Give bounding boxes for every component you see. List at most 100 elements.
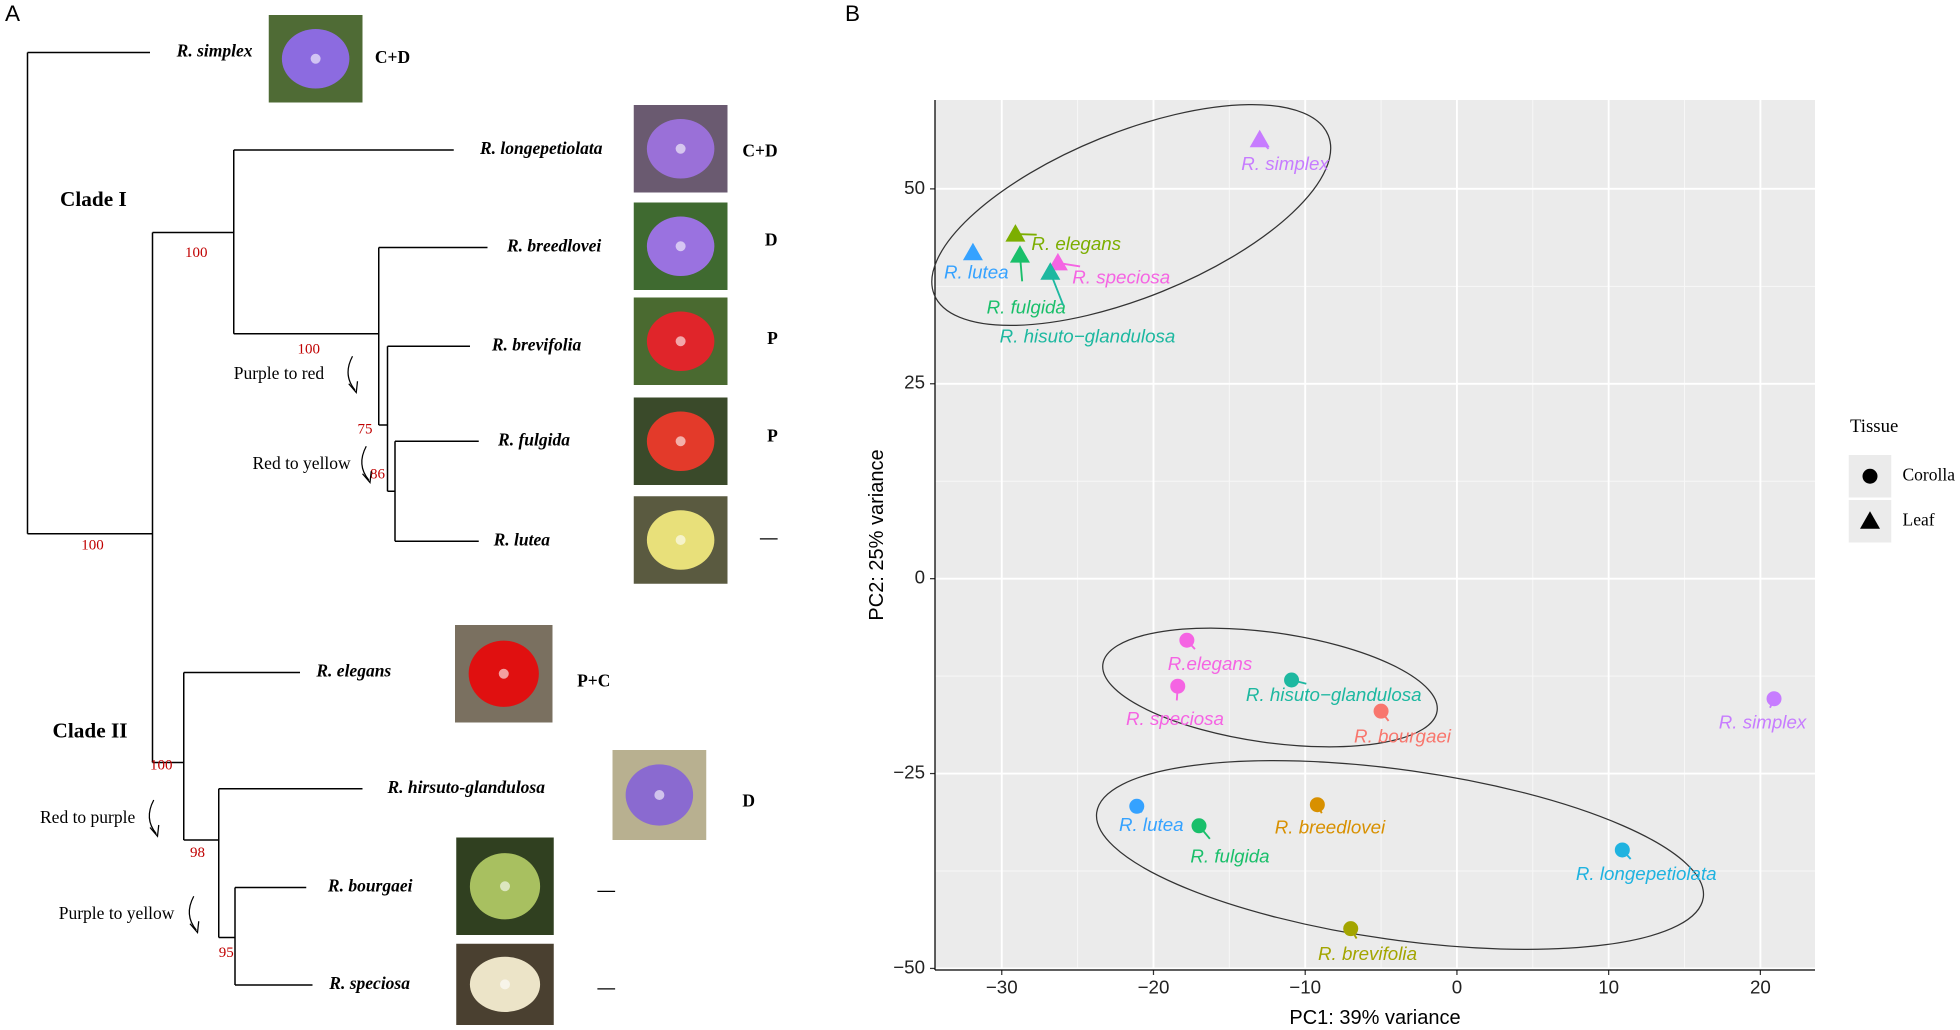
bootstrap-value: 100 xyxy=(81,538,104,554)
legend-marker xyxy=(1860,511,1880,529)
transition-label: Purple to yellow xyxy=(59,903,175,923)
point-label: R. hisuto−glandulosa xyxy=(1000,325,1176,346)
point-label: R. simplex xyxy=(1719,712,1807,733)
flower-center xyxy=(675,336,686,347)
bootstrap-value: 100 xyxy=(298,341,321,357)
panel-label: B xyxy=(845,1,860,26)
plot-background xyxy=(935,100,1815,970)
arrow-head xyxy=(149,824,160,838)
flower-center xyxy=(500,979,510,990)
point xyxy=(1191,818,1207,834)
taxon-name: R. breedlovei xyxy=(506,236,601,256)
point-label: R. speciosa xyxy=(1072,267,1170,288)
transition-arrow xyxy=(347,355,356,391)
trait-label: C+D xyxy=(742,141,777,161)
point-label: R. lutea xyxy=(1119,814,1184,835)
transition-arrow xyxy=(361,445,370,481)
trait-label: D xyxy=(765,229,778,249)
flower-center xyxy=(675,241,686,252)
point-label: R. bourgaei xyxy=(1354,725,1452,746)
point-label: R. fulgida xyxy=(987,297,1066,318)
taxon-name: R. brevifolia xyxy=(491,334,582,354)
flower-center xyxy=(498,668,509,679)
taxon-name: R. speciosa xyxy=(328,973,410,993)
flower-center xyxy=(500,881,510,892)
flower-center xyxy=(675,143,686,154)
transition-arrow xyxy=(188,895,197,931)
arrow-head xyxy=(189,921,200,934)
x-tick-label: 0 xyxy=(1452,977,1462,998)
x-tick-label: 20 xyxy=(1750,977,1771,998)
x-axis-title: PC1: 39% variance xyxy=(1289,1007,1460,1029)
cluster-ellipse xyxy=(1095,760,1705,950)
point xyxy=(1284,672,1300,688)
trait-label: C+D xyxy=(375,47,410,67)
y-tick-label: −25 xyxy=(893,762,925,783)
taxon-name: R. lutea xyxy=(493,529,551,549)
taxon-name: R. longepetiolata xyxy=(479,138,603,158)
point-label: R. lutea xyxy=(944,262,1009,283)
legend-label: Corolla xyxy=(1903,464,1956,484)
point-label: R. simplex xyxy=(1241,153,1329,174)
bootstrap-value: 100 xyxy=(185,245,208,261)
taxon-name: R. fulgida xyxy=(497,429,570,449)
x-tick-label: −20 xyxy=(1138,977,1170,998)
panel-b: B −30 −20 −10 0 10 20 −50 −25 0 25 50 PC1: 39% vari… xyxy=(845,1,1955,1029)
trait-label: — xyxy=(597,879,616,899)
trait-label: — xyxy=(759,527,778,547)
trait-label: — xyxy=(597,977,616,997)
point xyxy=(962,242,983,261)
point xyxy=(1129,798,1145,814)
point xyxy=(1047,252,1068,271)
point xyxy=(1009,245,1030,263)
y-tick-label: 50 xyxy=(904,177,925,198)
y-tick-label: 0 xyxy=(915,567,925,588)
point xyxy=(1040,262,1061,280)
trait-label: P xyxy=(767,426,778,446)
trait-label: D xyxy=(742,791,755,811)
taxon-name: R. simplex xyxy=(176,41,253,61)
y-tick-label: 25 xyxy=(904,372,925,393)
panel-label: A xyxy=(5,1,20,26)
point xyxy=(1179,632,1195,648)
point xyxy=(1309,797,1325,813)
taxon-name: R. elegans xyxy=(315,661,391,681)
transition-label: Red to purple xyxy=(40,807,135,827)
x-tick-label: 10 xyxy=(1598,977,1619,998)
trait-label: P+C xyxy=(577,671,610,691)
bootstrap-value: 100 xyxy=(150,758,173,774)
transition-arrow xyxy=(148,799,157,835)
x-tick-label: −30 xyxy=(986,977,1018,998)
point-label: R.elegans xyxy=(1168,653,1252,674)
legend-marker xyxy=(1862,468,1878,484)
point xyxy=(1766,691,1782,707)
clade-label: Clade II xyxy=(53,718,128,742)
point xyxy=(1373,703,1389,719)
cluster-ellipse xyxy=(1102,627,1438,748)
tree-branches xyxy=(26,51,488,986)
point xyxy=(1249,129,1270,148)
bootstrap-value: 75 xyxy=(358,421,373,437)
x-tick-label: −10 xyxy=(1289,977,1321,998)
arrow-head xyxy=(362,471,372,484)
point xyxy=(1005,224,1026,242)
legend-title: Tissue xyxy=(1850,416,1898,437)
point-label: R. elegans xyxy=(1031,233,1121,254)
cluster-ellipse xyxy=(931,103,1332,327)
flower-center xyxy=(654,790,665,800)
legend-label: Leaf xyxy=(1903,509,1935,529)
point-label: R. breedlovei xyxy=(1275,817,1386,838)
transition-label: Red to yellow xyxy=(253,453,352,473)
y-tick-label: −50 xyxy=(893,956,925,977)
point xyxy=(1343,921,1359,937)
arrow-head xyxy=(348,381,359,394)
point-label: R. brevifolia xyxy=(1318,943,1417,964)
bootstrap-value: 98 xyxy=(190,845,205,861)
flower-center xyxy=(310,53,321,64)
bootstrap-value: 95 xyxy=(219,945,234,961)
point-label: R. longepetiolata xyxy=(1576,863,1717,884)
trait-label: P xyxy=(767,328,778,348)
point-label: R. fulgida xyxy=(1190,845,1269,866)
flower-center xyxy=(675,436,686,447)
